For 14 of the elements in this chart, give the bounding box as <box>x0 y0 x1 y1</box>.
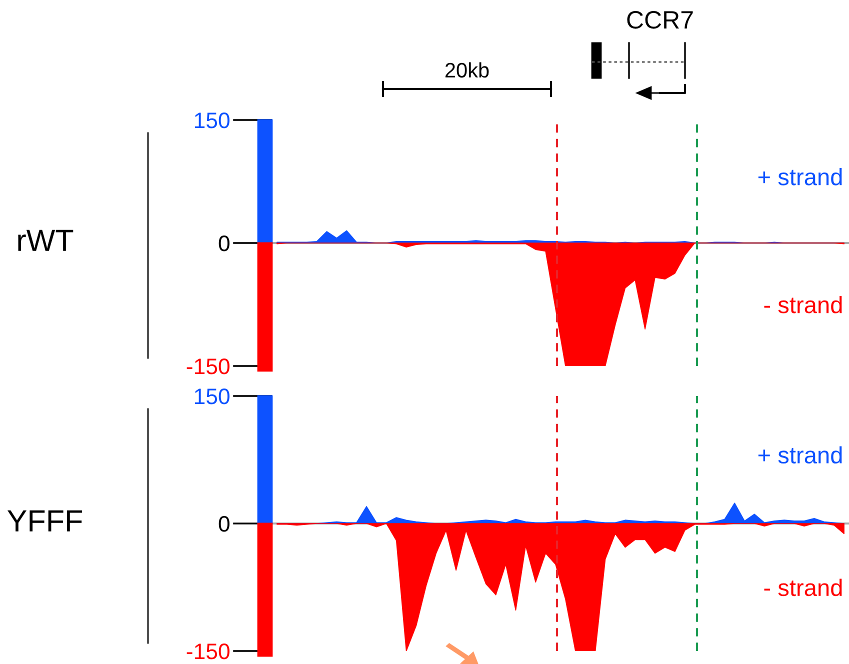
text: + strand <box>758 168 842 186</box>
text: CCR7 <box>627 11 693 29</box>
y-axis-title: YFFF <box>7 510 82 532</box>
y-tick-label: 0 <box>218 516 230 532</box>
y-tick-label: 150 <box>194 388 230 404</box>
y-tick-label: 0 <box>218 236 230 252</box>
y-tick-label: 150 <box>194 112 230 128</box>
text: 20kb <box>445 62 489 78</box>
series-label: + strand <box>758 446 842 464</box>
series-label: - strand <box>764 578 842 596</box>
text: - strand <box>764 296 842 314</box>
y-tick-label: -150 <box>186 644 230 660</box>
y-tick-label: -150 <box>186 358 230 374</box>
y-axis-title: rWT <box>18 230 74 251</box>
